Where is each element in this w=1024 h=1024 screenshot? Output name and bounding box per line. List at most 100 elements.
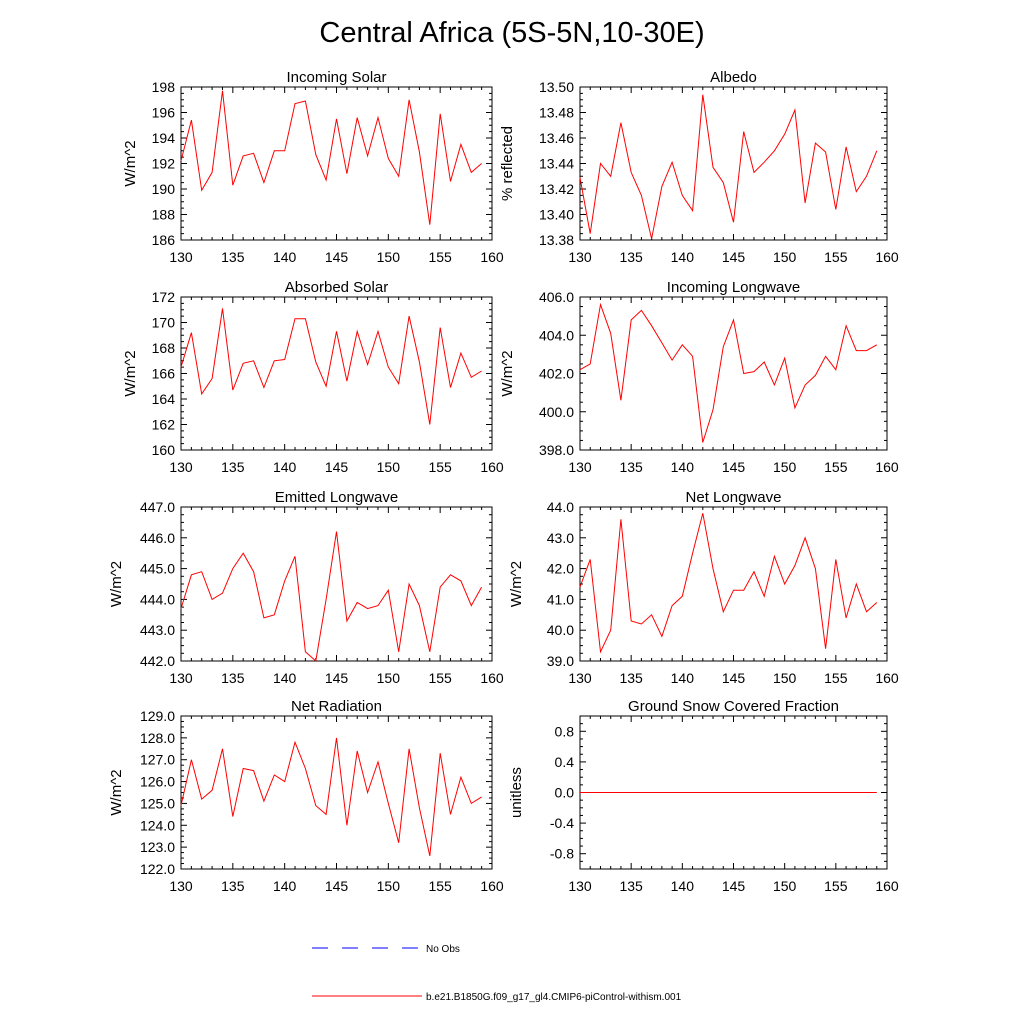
panel-6: Net Longwave 130 135 140 145 150 155 160 39.0 40.…: [508, 489, 899, 686]
panels: Incoming Solar 130 135 140 145 150 155 160 186 18…: [108, 69, 899, 894]
panel-4: Incoming Longwave 130 135 140 145 150 155 160 39…: [499, 279, 899, 475]
y-tick-label: 44.0: [547, 499, 574, 515]
x-tick-label: 135: [221, 670, 245, 686]
y-axis-label: W/m^2: [122, 140, 139, 186]
series-line: [579, 513, 878, 654]
x-tick-label: 130: [169, 670, 193, 686]
x-tick-label: 155: [428, 249, 452, 265]
x-tick-label: 130: [169, 249, 193, 265]
y-tick-label: 42.0: [547, 561, 574, 577]
x-tick-label: 160: [480, 670, 504, 686]
x-tick-label: 130: [568, 670, 592, 686]
series-line: [579, 94, 878, 239]
x-tick-label: 155: [824, 670, 848, 686]
x-tick-label: 135: [619, 459, 643, 475]
x-tick-label: 150: [773, 249, 797, 265]
x-tick-label: 155: [428, 670, 452, 686]
x-tick-label: 140: [671, 670, 695, 686]
x-tick-label: 160: [875, 459, 899, 475]
series-line: [180, 737, 482, 857]
x-tick-label: 145: [325, 249, 349, 265]
y-tick-label: 160: [152, 442, 176, 458]
x-tick-label: 160: [875, 878, 899, 894]
panel-frame: [579, 506, 888, 662]
x-tick-label: 155: [428, 878, 452, 894]
x-tick-label: 140: [671, 249, 695, 265]
y-tick-label: 126.0: [140, 774, 175, 790]
x-tick-label: 140: [671, 459, 695, 475]
y-axis-label: W/m^2: [499, 350, 516, 396]
panel-8: Ground Snow Covered Fraction 130 135 140 145…: [508, 698, 899, 894]
x-tick-label: 130: [568, 249, 592, 265]
y-axis-label: W/m^2: [108, 561, 125, 607]
y-tick-label: 166: [152, 366, 176, 382]
x-tick-label: 150: [773, 878, 797, 894]
x-tick-label: 135: [619, 249, 643, 265]
panel-title: Incoming Solar: [286, 69, 386, 86]
x-tick-label: 140: [273, 878, 297, 894]
x-tick-label: 130: [169, 459, 193, 475]
y-tick-label: 125.0: [140, 795, 175, 811]
y-tick-label: 170: [152, 315, 176, 331]
x-tick-label: 140: [273, 670, 297, 686]
panel-title: Albedo: [710, 69, 757, 86]
y-tick-label: 186: [152, 232, 176, 248]
x-tick-label: 160: [480, 878, 504, 894]
panel-title: Ground Snow Covered Fraction: [628, 698, 839, 715]
y-axis-label: W/m^2: [122, 350, 139, 396]
y-axis-label: W/m^2: [108, 769, 125, 815]
y-tick-label: 0.4: [555, 754, 575, 770]
x-tick-label: 150: [377, 670, 401, 686]
series-line: [180, 531, 483, 662]
y-tick-label: 162: [152, 417, 176, 433]
panel-title: Incoming Longwave: [667, 279, 800, 296]
y-tick-label: 13.44: [539, 156, 574, 172]
x-tick-label: 160: [480, 249, 504, 265]
x-tick-label: 150: [773, 670, 797, 686]
series-line: [579, 302, 878, 443]
y-tick-label: 43.0: [547, 530, 574, 546]
y-tick-label: 13.42: [539, 181, 574, 197]
x-tick-label: 145: [722, 459, 746, 475]
y-tick-label: 445.0: [140, 561, 175, 577]
y-tick-label: 129.0: [140, 708, 175, 724]
y-tick-label: 198: [152, 79, 176, 95]
x-tick-label: 145: [325, 878, 349, 894]
y-axis-label: unitless: [508, 767, 525, 818]
x-tick-label: 135: [221, 878, 245, 894]
panel-title: Absorbed Solar: [285, 279, 388, 296]
y-tick-label: 402.0: [539, 366, 574, 382]
y-tick-label: 13.40: [539, 207, 574, 223]
legend-label-no-obs: No Obs: [426, 944, 460, 955]
y-tick-label: 41.0: [547, 591, 574, 607]
y-tick-label: 13.46: [539, 130, 574, 146]
y-tick-label: 444.0: [140, 591, 175, 607]
x-tick-label: 155: [428, 459, 452, 475]
x-tick-label: 150: [773, 459, 797, 475]
x-tick-label: 160: [875, 670, 899, 686]
panel-frame: [180, 296, 493, 451]
y-tick-label: 0.8: [555, 723, 575, 739]
y-tick-label: 122.0: [140, 861, 175, 877]
figure-title: Central Africa (5S-5N,10-30E): [319, 17, 704, 49]
y-axis-label: % reflected: [499, 126, 516, 201]
panel-5: Emitted Longwave 130 135 140 145 150 155 160 442…: [108, 489, 504, 686]
y-tick-label: 164: [152, 391, 176, 407]
x-tick-label: 135: [619, 878, 643, 894]
legend-label-model-run: b.e21.B1850G.f09_g17_gl4.CMIP6-piControl…: [426, 992, 682, 1003]
y-tick-label: 39.0: [547, 653, 574, 669]
x-tick-label: 135: [619, 670, 643, 686]
y-tick-label: 172: [152, 289, 176, 305]
x-tick-label: 160: [480, 459, 504, 475]
x-tick-label: 145: [722, 670, 746, 686]
x-tick-label: 155: [824, 878, 848, 894]
panel-frame: [180, 506, 493, 662]
y-tick-label: 124.0: [140, 817, 175, 833]
y-tick-label: 447.0: [140, 499, 175, 515]
x-tick-label: 155: [824, 459, 848, 475]
x-tick-label: 145: [325, 459, 349, 475]
y-tick-label: 188: [152, 207, 176, 223]
panel-frame: [180, 86, 493, 241]
series-line: [180, 308, 482, 425]
panel-1: Incoming Solar 130 135 140 145 150 155 160 186 18…: [122, 69, 504, 265]
